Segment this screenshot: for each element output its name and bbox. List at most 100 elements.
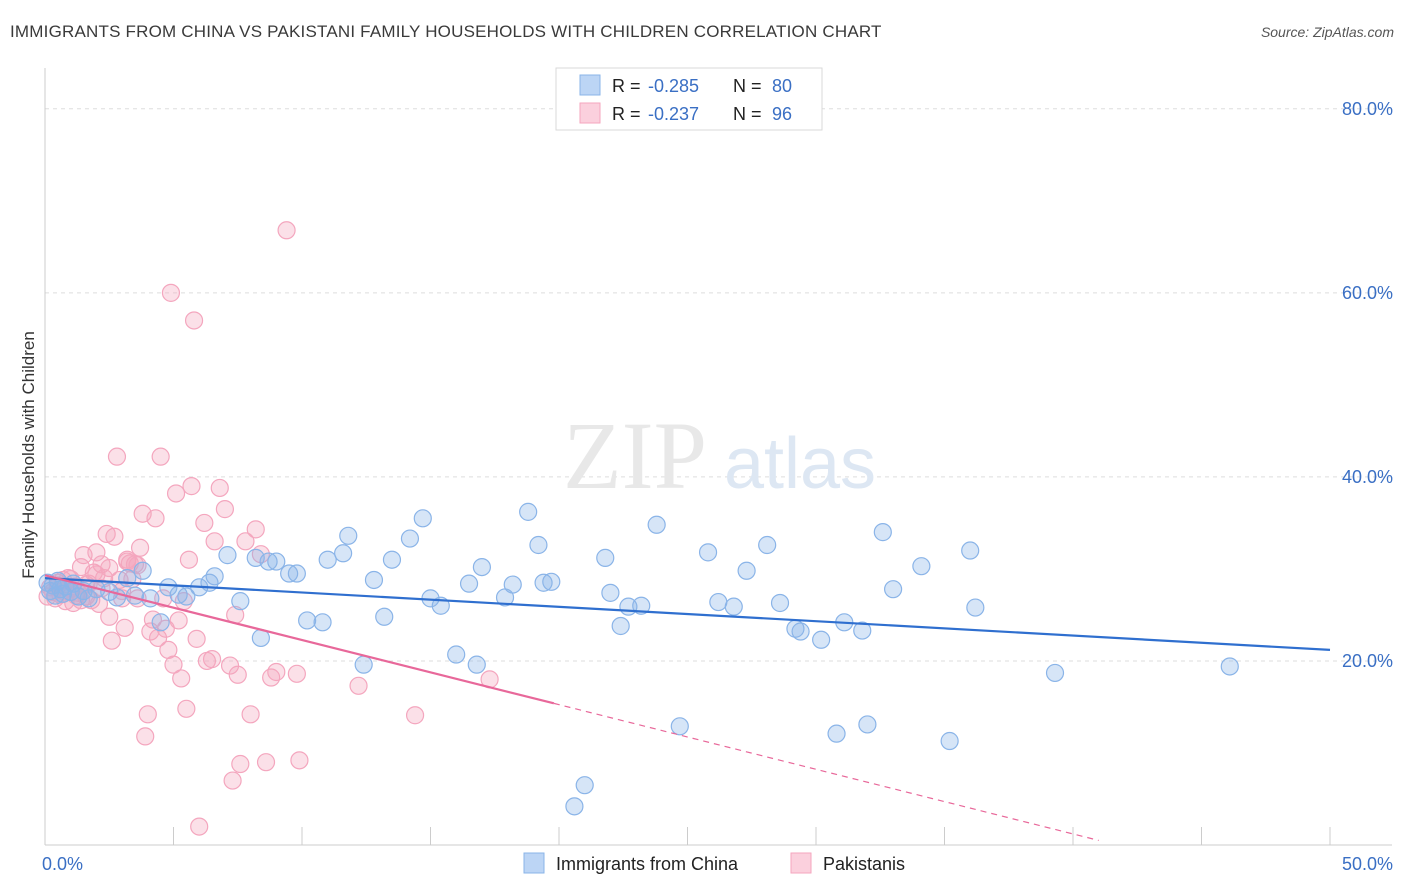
pakistani-point	[166, 484, 186, 503]
pakistani-point	[161, 283, 181, 302]
pakistani-trend-line-extension	[553, 702, 1099, 841]
china-point	[737, 561, 756, 580]
china-point	[647, 515, 666, 534]
china-point	[459, 574, 479, 593]
watermark: ZIP atlas	[563, 402, 876, 509]
china-point	[912, 557, 931, 576]
pakistani-point	[182, 477, 201, 496]
china-point	[375, 607, 394, 626]
china-point	[519, 502, 538, 521]
china-point	[966, 598, 985, 617]
pakistani-point	[277, 221, 296, 240]
pakistani-point	[349, 676, 368, 695]
y-tick-labels: 20.0% 40.0% 60.0% 80.0%	[1342, 99, 1393, 671]
x-tick-label: 50.0%	[1342, 854, 1393, 874]
legend-n-value-pakistanis: 96	[772, 104, 792, 124]
china-point	[770, 593, 790, 613]
y-axis-label: Family Households with Children	[19, 331, 38, 579]
pakistani-point	[187, 629, 206, 648]
china-point	[503, 575, 522, 594]
pakistani-point	[405, 706, 425, 725]
china-point	[447, 645, 466, 664]
pakistani-point	[146, 509, 165, 528]
pakistani-point	[231, 754, 250, 774]
china-point	[961, 541, 980, 560]
pakistani-point	[87, 543, 106, 562]
bottom-legend-swatch-china	[523, 852, 545, 874]
legend-r-label-china: R =	[612, 76, 641, 96]
legend-r-label-pakistanis: R =	[612, 104, 641, 124]
china-point	[267, 552, 286, 571]
x-tick-labels: 0.0% 50.0%	[42, 854, 1393, 874]
pakistani-point	[100, 558, 119, 578]
china-point	[529, 535, 548, 555]
legend-swatch-pakistanis	[579, 102, 601, 124]
legend-swatch-china	[579, 74, 601, 96]
legend-n-label-china: N =	[733, 76, 762, 96]
china-point	[259, 552, 278, 571]
chart-title: IMMIGRANTS FROM CHINA VS PAKISTANI FAMIL…	[10, 22, 882, 41]
pakistani-trend-line	[44, 574, 555, 705]
x-tick-label: 0.0%	[42, 854, 83, 874]
china-point	[670, 717, 689, 736]
pakistani-point	[151, 447, 170, 466]
china-point	[133, 561, 152, 580]
series-china-points	[38, 502, 1239, 816]
china-point	[472, 557, 491, 577]
pakistani-point	[205, 532, 224, 551]
china-point	[400, 529, 420, 548]
pakistani-point	[169, 611, 188, 630]
axes	[44, 68, 1392, 846]
china-point	[413, 509, 432, 528]
china-point	[1220, 657, 1239, 676]
china-point	[534, 573, 553, 592]
watermark-zip: ZIP	[563, 402, 707, 509]
pakistani-point	[177, 699, 196, 718]
pakistani-point	[164, 655, 183, 674]
pakistani-point	[290, 751, 309, 770]
china-point	[827, 724, 846, 743]
china-point	[724, 597, 743, 616]
china-point	[873, 523, 892, 542]
watermark-atlas: atlas	[724, 424, 876, 504]
china-trend-line	[44, 577, 1331, 652]
china-point	[853, 621, 872, 640]
china-point	[565, 797, 584, 816]
pakistani-point	[190, 817, 209, 836]
pakistani-point	[287, 664, 306, 683]
china-point	[858, 715, 877, 734]
china-point	[231, 592, 250, 611]
china-point	[632, 596, 651, 615]
y-tick-label: 80.0%	[1342, 99, 1393, 119]
pakistani-point	[215, 500, 234, 519]
pakistani-point	[184, 311, 204, 330]
china-point	[791, 622, 810, 641]
pakistani-point	[100, 607, 119, 626]
pakistani-point	[246, 520, 265, 539]
china-point	[883, 580, 903, 599]
stats-legend: R = -0.285 N = 80 R = -0.237 N = 96	[555, 67, 823, 131]
china-point	[1045, 663, 1065, 683]
china-point	[596, 548, 615, 567]
china-point	[382, 550, 402, 569]
china-point	[575, 776, 594, 795]
pakistani-point	[256, 753, 276, 772]
y-tick-label: 20.0%	[1342, 651, 1393, 671]
china-point	[758, 535, 777, 555]
pakistani-point	[154, 589, 173, 608]
pakistani-point	[267, 662, 286, 682]
china-point	[542, 572, 561, 591]
china-point	[313, 613, 332, 632]
bottom-legend-label-china: Immigrants from China	[556, 854, 739, 874]
pakistani-point	[102, 631, 121, 650]
pakistani-point	[89, 594, 109, 613]
pakistani-point	[223, 771, 242, 790]
gridlines	[45, 108, 1392, 662]
china-point	[940, 731, 959, 751]
legend-n-label-pakistanis: N =	[733, 104, 762, 124]
pakistani-point	[148, 628, 168, 648]
china-point	[177, 587, 196, 606]
pakistani-point	[195, 513, 214, 533]
china-point	[354, 655, 373, 674]
pakistani-point	[130, 538, 150, 557]
